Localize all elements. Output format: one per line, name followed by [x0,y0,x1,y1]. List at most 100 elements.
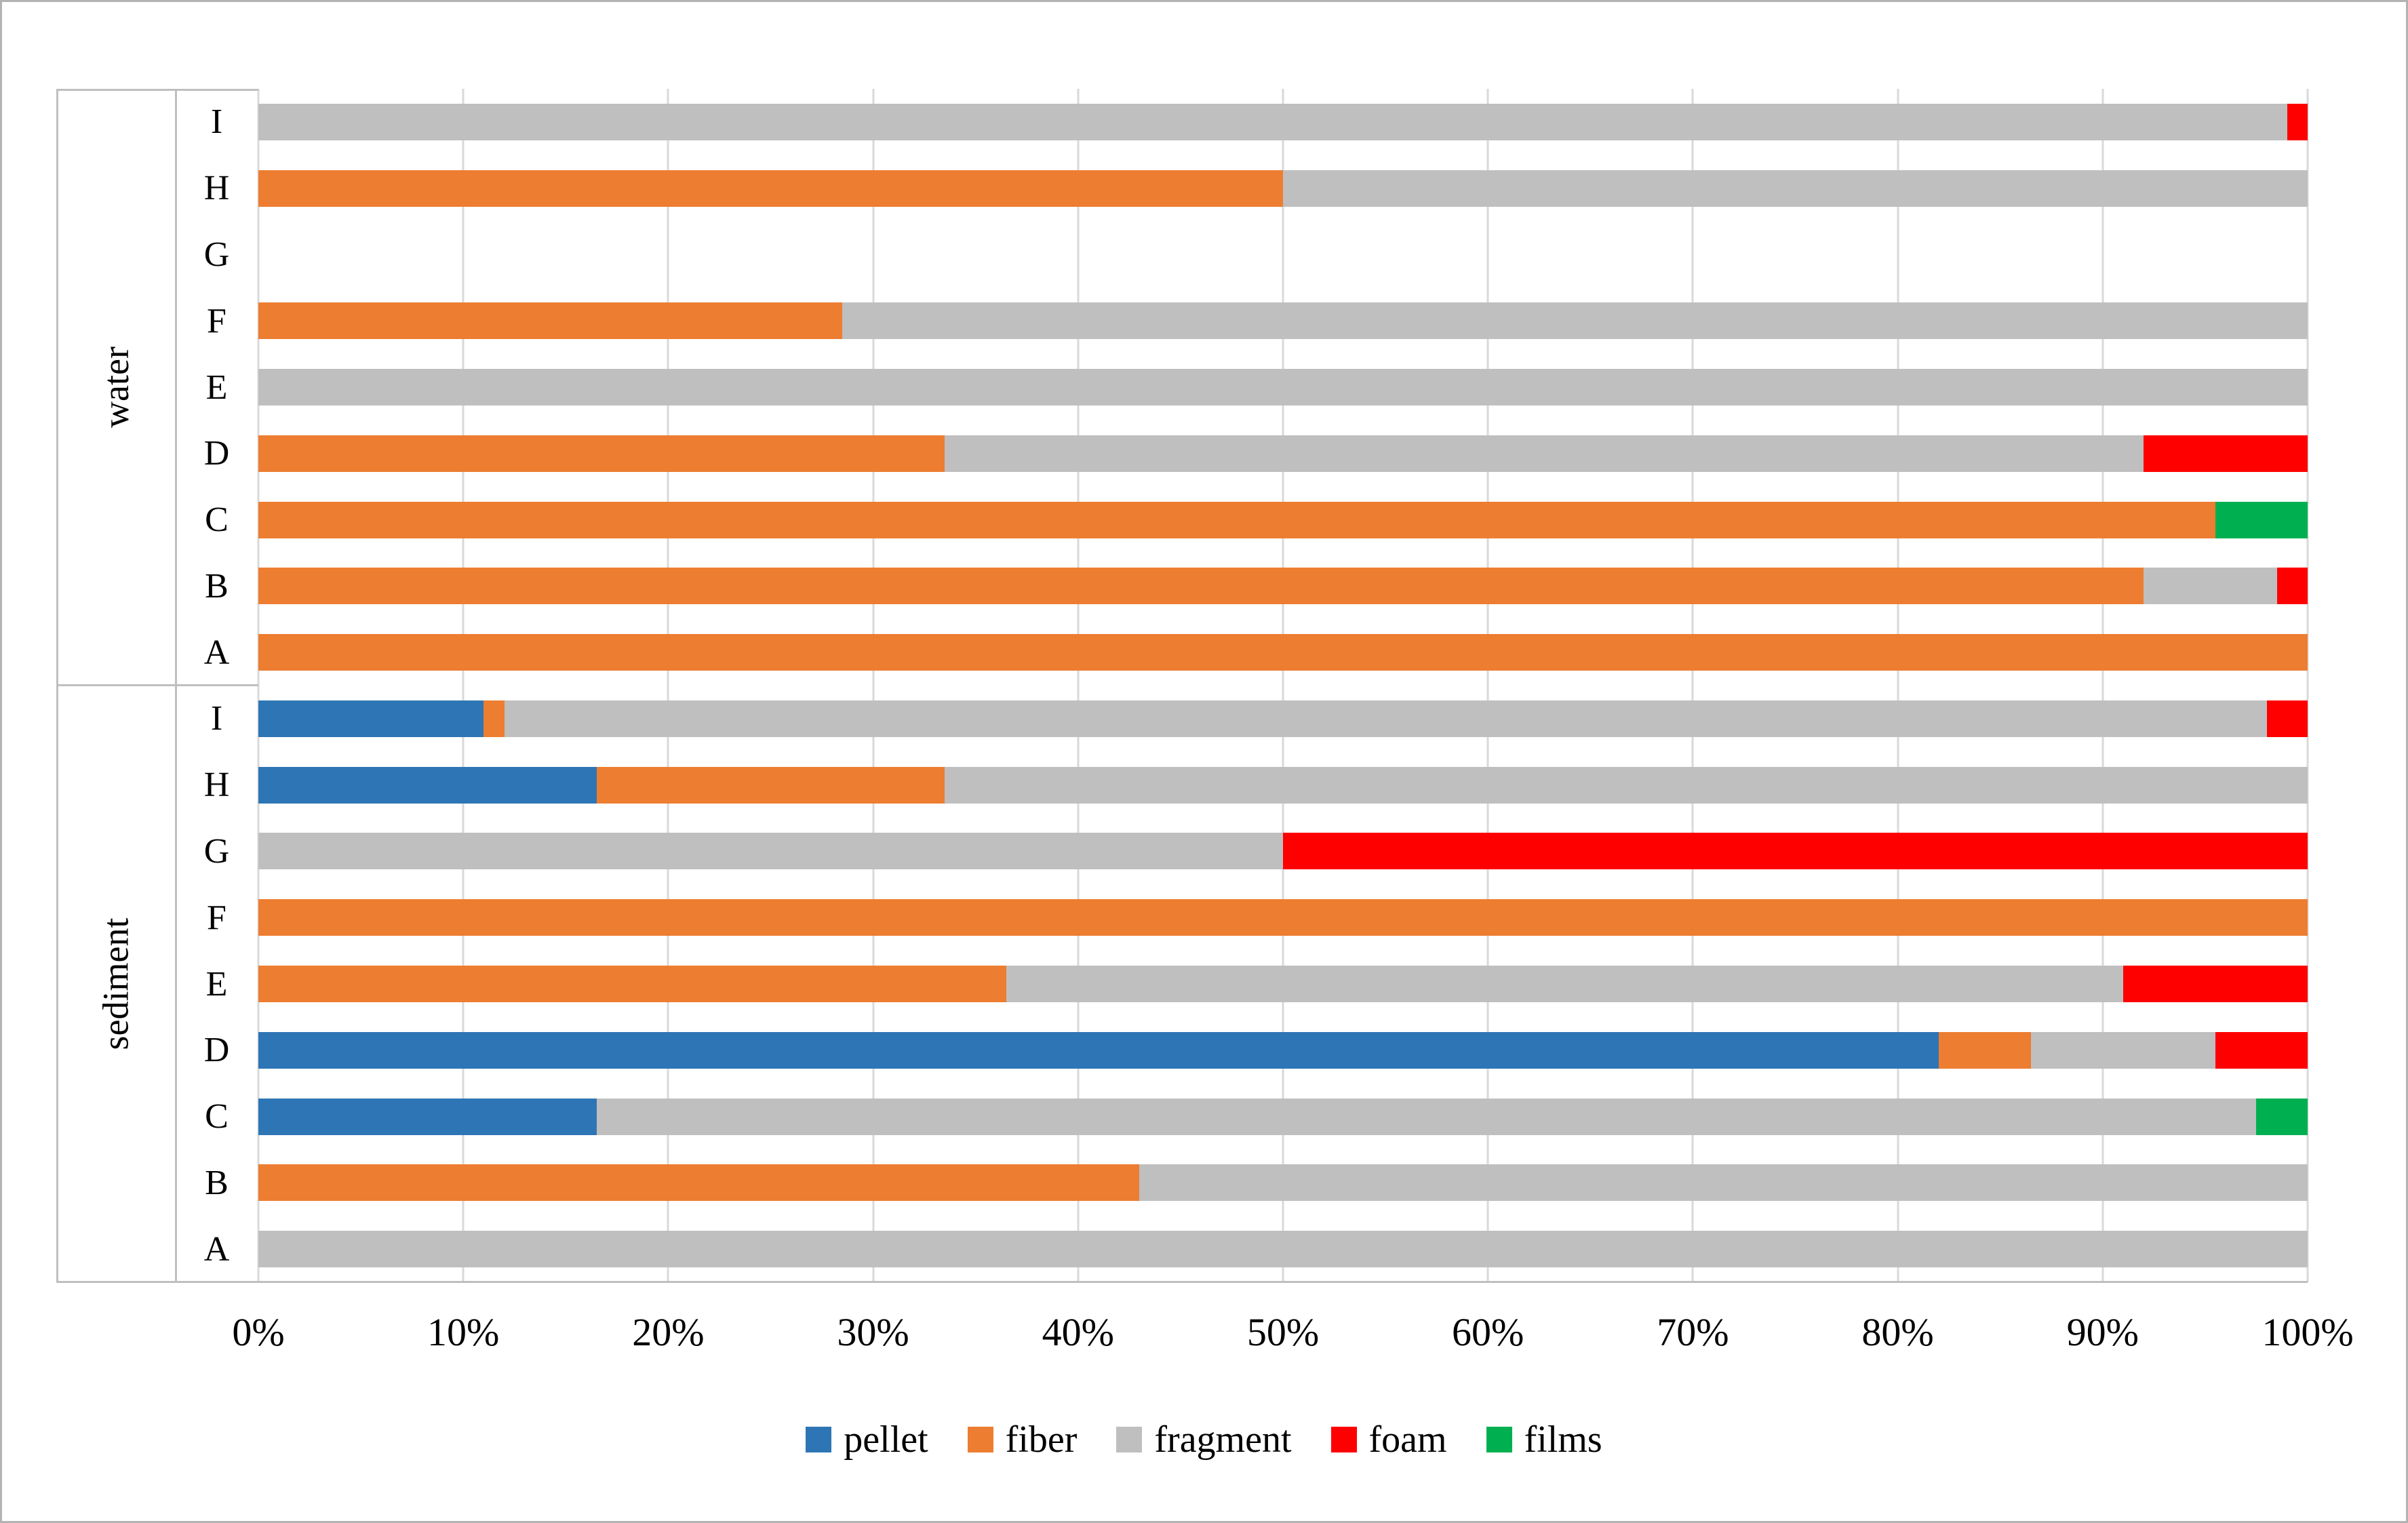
bar-segment-foam [1283,833,2308,870]
legend-swatch-foam [1330,1427,1357,1452]
bar-row-water-i [258,89,2308,155]
stacked-bar [258,1164,2308,1202]
bars [258,89,2308,1282]
category-label-water-e: E [205,368,228,407]
category-label-sediment-g: G [203,831,230,871]
gridline [1897,89,1899,1282]
label-area-left-line [56,89,58,1283]
x-tick-label: 0% [232,1310,285,1354]
category-label-sediment-d: D [203,1031,230,1070]
bar-row-sediment-h [258,752,2308,818]
bar-row-sediment-i [258,686,2308,752]
bar-segment-fiber [258,966,1007,1003]
bar-segment-fragment [504,700,2267,737]
category-label-water-g: G [203,235,230,274]
stacked-bar [258,103,2308,140]
gridline [2101,89,2104,1282]
stacked-bar [258,1098,2308,1135]
bar-segment-fiber [258,1164,1140,1202]
category-label-sediment-i: I [210,699,223,738]
category-label-water-d: D [203,434,230,473]
plot-area [257,89,2309,1282]
bar-segment-fragment [258,369,2308,406]
bar-segment-fragment [945,766,2308,804]
stacked-bar [258,700,2308,737]
category-label-water-i: I [210,102,223,142]
legend: pellet fiber fragment foam films [2,1418,2406,1461]
bar-segment-foam [2276,568,2308,605]
bar-row-water-e [258,354,2308,420]
bar-row-sediment-e [258,951,2308,1017]
x-tick-label: 20% [632,1310,705,1354]
bar-segment-films [2215,501,2308,538]
group-divider-line [56,684,258,686]
x-tick-label: 60% [1452,1310,1524,1354]
bar-segment-pellet [258,700,484,737]
bar-segment-fiber [258,568,2144,605]
bar-segment-fiber [1939,1031,2032,1069]
legend-label-films: films [1524,1419,1602,1461]
stacked-bar [258,899,2308,936]
bar-segment-foam [2123,966,2308,1003]
gridline [1691,89,1694,1282]
x-tick-label: 80% [1861,1310,1934,1354]
category-label-sediment-h: H [203,766,230,805]
bar-segment-fragment [1283,170,2308,207]
bar-row-sediment-g [258,818,2308,885]
x-tick-label: 30% [837,1310,909,1354]
legend-item-films: films [1486,1418,1602,1461]
gridline [1282,89,1284,1282]
gridline [462,89,465,1282]
category-label-water-h: H [203,169,230,208]
category-label-water-a: A [203,633,230,672]
stacked-bar [258,236,2308,273]
legend-item-fragment: fragment [1116,1418,1292,1461]
stacked-bar [258,501,2308,538]
bar-row-water-f [258,288,2308,354]
bar-row-water-d [258,420,2308,487]
gridline [872,89,875,1282]
category-label-sediment-c: C [205,1097,229,1136]
bar-segment-fragment [842,302,2308,340]
legend-item-fiber: fiber [967,1418,1078,1461]
bar-segment-fragment [258,103,2287,140]
bar-segment-fiber [258,634,2308,671]
legend-label-fiber: fiber [1005,1419,1078,1461]
category-label-sediment-f: F [207,898,226,937]
group-box-sediment: sediment [56,686,175,1282]
bar-segment-fragment [1006,966,2123,1003]
category-label-water-c: C [205,500,229,540]
legend-item-foam: foam [1330,1418,1447,1461]
x-tick-label: 10% [427,1310,500,1354]
stacked-bar [258,1031,2308,1069]
gridline [1077,89,1080,1282]
bar-row-sediment-f [258,884,2308,951]
stacked-bar [258,766,2308,804]
bar-row-sediment-c [258,1084,2308,1150]
bar-segment-fiber [258,170,1283,207]
label-area-top-line [56,89,258,91]
category-label-water-f: F [207,301,226,340]
stacked-bar [258,1231,2308,1268]
bar-segment-fragment [1139,1164,2308,1202]
bar-segment-pellet [258,1031,1939,1069]
legend-label-pellet: pellet [844,1419,928,1461]
bar-segment-pellet [258,766,597,804]
bar-segment-fragment [945,435,2144,472]
group-box-water: water [56,89,175,686]
x-axis-line [56,1281,2308,1283]
bar-row-water-b [258,553,2308,619]
bar-segment-fragment [258,1231,2308,1268]
legend-swatch-pellet [806,1427,832,1452]
stacked-bar [258,302,2308,340]
bar-row-water-a [258,619,2308,686]
stacked-bar [258,170,2308,207]
bar-segment-fragment [258,833,1283,870]
bar-segment-foam [2215,1031,2308,1069]
bar-row-sediment-a [258,1216,2308,1282]
x-tick-label: 50% [1246,1310,1320,1354]
bar-segment-foam [2287,103,2308,140]
bar-segment-fragment [2144,568,2277,605]
stacked-bar [258,435,2308,472]
